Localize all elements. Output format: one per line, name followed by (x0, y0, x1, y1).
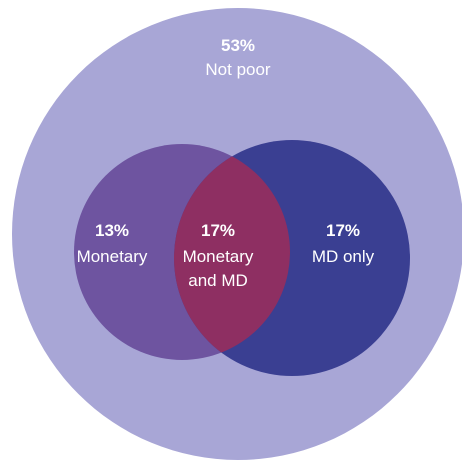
not-poor-percent: 53% (221, 36, 255, 55)
not-poor-label: Not poor (205, 60, 271, 79)
md-only-label: MD only (312, 247, 375, 266)
monetary-label: Monetary (77, 247, 148, 266)
overlap-label-line-1: Monetary (183, 247, 254, 266)
overlap-percent: 17% (201, 221, 235, 240)
overlap-label-line-2: and MD (188, 271, 248, 290)
md-only-percent: 17% (326, 221, 360, 240)
overlap-region (174, 144, 290, 360)
monetary-percent: 13% (95, 221, 129, 240)
